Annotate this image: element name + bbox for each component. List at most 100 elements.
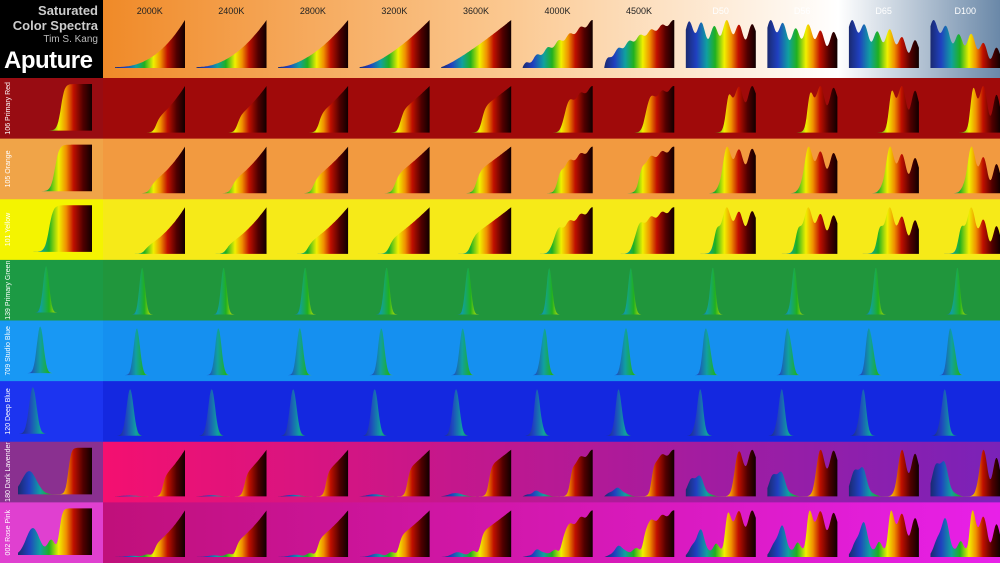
spectrum-plot bbox=[196, 86, 267, 133]
spectrum-plot bbox=[278, 449, 349, 497]
spectrum-plot bbox=[848, 20, 919, 68]
spectrum-plot bbox=[115, 328, 185, 376]
spectrum-plot bbox=[685, 146, 756, 194]
spectrum-plot bbox=[848, 86, 919, 133]
spectrum-plot bbox=[359, 86, 430, 133]
spectrum-plot bbox=[848, 510, 919, 557]
spectrum-plot bbox=[685, 328, 756, 376]
column-label: 4000K bbox=[544, 6, 570, 16]
logo: Aputure bbox=[4, 47, 93, 74]
spectrum-plot bbox=[767, 20, 838, 68]
author: Tim S. Kang bbox=[43, 34, 98, 45]
spectrum-plot bbox=[115, 146, 185, 194]
spectrum-plot bbox=[930, 328, 1000, 376]
spectrum-plot bbox=[685, 20, 756, 68]
spectrum-plot bbox=[604, 449, 675, 497]
spectrum-plot bbox=[604, 389, 675, 436]
column-label: D56 bbox=[794, 6, 811, 16]
spectrum-plot bbox=[115, 389, 185, 436]
spectrum-plot bbox=[196, 449, 267, 497]
spectrum-plot bbox=[522, 449, 593, 497]
spectrum-plot bbox=[115, 207, 185, 254]
spectrum-plot bbox=[359, 328, 430, 376]
column-label: 4500K bbox=[626, 6, 652, 16]
spectrum-plot bbox=[522, 389, 593, 436]
spectrum-plot bbox=[522, 510, 593, 557]
spectrum-plot bbox=[685, 449, 756, 497]
spectrum-plot bbox=[767, 146, 838, 194]
row-label: 101 Yellow bbox=[5, 212, 12, 246]
spectrum-plot bbox=[359, 449, 430, 497]
spectrum-plot bbox=[767, 207, 838, 254]
spectrum-plot bbox=[685, 510, 756, 557]
spectrum-plot bbox=[604, 86, 675, 133]
spectrum-plot bbox=[196, 207, 267, 254]
column-label: D50 bbox=[712, 6, 729, 16]
row-label: 709 Studio Blue bbox=[5, 326, 12, 376]
row-label: 120 Deep Blue bbox=[5, 388, 12, 434]
title: Saturated Color Spectra bbox=[12, 3, 98, 33]
spectrum-plot bbox=[196, 510, 267, 557]
filter-cell bbox=[0, 381, 103, 443]
column-label: D100 bbox=[954, 6, 976, 16]
spectrum-plot bbox=[115, 20, 185, 68]
spectrum-plot bbox=[930, 20, 1000, 68]
spectrum-plot bbox=[278, 389, 349, 436]
spectrum-plot bbox=[685, 86, 756, 133]
spectrum-plot bbox=[441, 146, 512, 194]
spectrum-plot bbox=[196, 328, 267, 376]
spectrum-plot bbox=[359, 510, 430, 557]
spectrum-plot bbox=[604, 510, 675, 557]
spectrum-plot bbox=[604, 146, 675, 194]
spectrum-plot bbox=[18, 447, 92, 495]
row-band bbox=[103, 320, 1000, 382]
spectrum-plot bbox=[604, 20, 675, 68]
spectrum-plot bbox=[685, 389, 756, 436]
row-label: 139 Primary Green bbox=[5, 261, 12, 320]
spectrum-plot bbox=[522, 146, 593, 194]
spectrum-plot bbox=[767, 510, 838, 557]
spectrum-plot bbox=[18, 508, 92, 555]
spectrum-plot bbox=[930, 146, 1000, 194]
spectrum-plot bbox=[930, 449, 1000, 497]
spectrum-plot bbox=[441, 389, 512, 436]
spectrum-plot bbox=[522, 86, 593, 133]
column-label: 3200K bbox=[381, 6, 407, 16]
spectrum-plot bbox=[278, 146, 349, 194]
spectrum-plot bbox=[18, 387, 92, 434]
spectrum-plot bbox=[767, 328, 838, 376]
spectrum-plot bbox=[930, 389, 1000, 436]
spectrum-plot bbox=[18, 144, 92, 192]
column-label: 2400K bbox=[218, 6, 244, 16]
row-label: 106 Primary Red bbox=[5, 82, 12, 135]
spectrum-plot bbox=[848, 146, 919, 194]
spectrum-plot bbox=[848, 389, 919, 436]
spectrum-plot bbox=[685, 207, 756, 254]
spectrum-plot bbox=[522, 20, 593, 68]
spectrum-plot bbox=[604, 207, 675, 254]
column-label: 2800K bbox=[300, 6, 326, 16]
spectrum-plot bbox=[441, 510, 512, 557]
spectrum-plot bbox=[522, 328, 593, 376]
spectrum-plot bbox=[930, 207, 1000, 254]
spectrum-plot bbox=[930, 510, 1000, 557]
filter-cell bbox=[0, 320, 103, 382]
spectrum-plot bbox=[441, 207, 512, 254]
spectrum-plot bbox=[848, 207, 919, 254]
column-label: 2000K bbox=[137, 6, 163, 16]
spectrum-plot bbox=[18, 326, 92, 374]
row-label: 002 Rose Pink bbox=[5, 509, 12, 555]
spectrum-plot bbox=[115, 449, 185, 497]
spectrum-plot bbox=[848, 328, 919, 376]
spectrum-plot bbox=[359, 389, 430, 436]
spectrum-plot bbox=[441, 86, 512, 133]
spectrum-plot bbox=[767, 389, 838, 436]
spectrum-plot bbox=[767, 86, 838, 133]
spectrum-plot bbox=[278, 510, 349, 557]
header-corner bbox=[0, 0, 103, 78]
spectrum-plot bbox=[441, 328, 512, 376]
spectrum-plot bbox=[196, 389, 267, 436]
spectrum-plot bbox=[441, 449, 512, 497]
